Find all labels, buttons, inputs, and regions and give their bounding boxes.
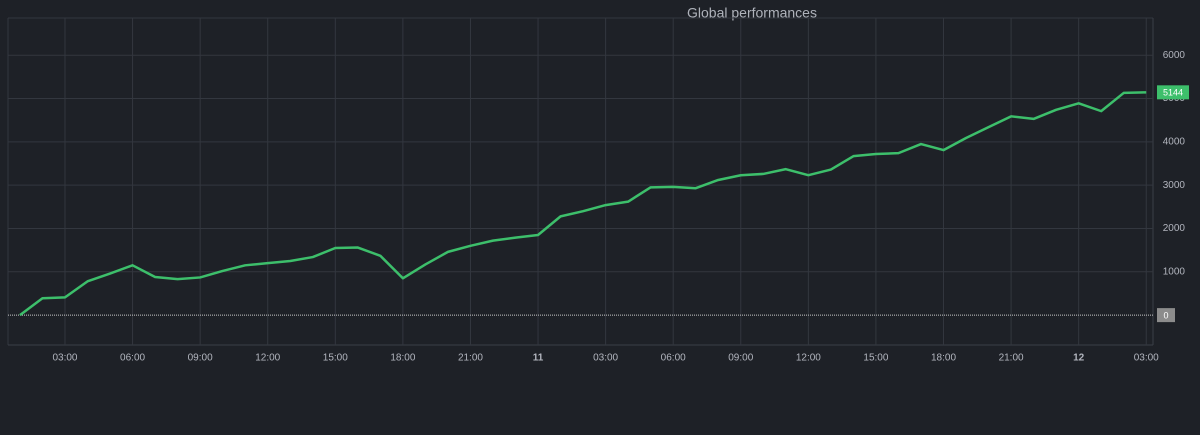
y-tick-label: 3000 xyxy=(1163,180,1186,191)
chart-title: Global performances xyxy=(687,5,817,21)
x-tick-label: 15:00 xyxy=(863,353,888,364)
y-tick-label: 2000 xyxy=(1163,223,1186,234)
x-tick-label: 18:00 xyxy=(390,353,415,364)
x-tick-label: 03:00 xyxy=(1134,353,1159,364)
x-tick-label: 03:00 xyxy=(52,353,77,364)
y-tick-label: 4000 xyxy=(1163,137,1186,148)
x-tick-label: 12:00 xyxy=(255,353,280,364)
last-value-label: 5144 xyxy=(1163,88,1183,98)
x-tick-label: 12 xyxy=(1073,353,1085,364)
y-tick-label: 0 xyxy=(1163,310,1168,320)
x-tick-label: 18:00 xyxy=(931,353,956,364)
x-tick-label: 21:00 xyxy=(999,353,1024,364)
x-tick-label: 09:00 xyxy=(188,353,213,364)
y-tick-label: 1000 xyxy=(1163,266,1186,277)
x-tick-label: 11 xyxy=(533,353,544,364)
x-tick-label: 12:00 xyxy=(796,353,821,364)
x-tick-label: 15:00 xyxy=(323,353,348,364)
x-tick-label: 09:00 xyxy=(728,353,753,364)
x-tick-label: 06:00 xyxy=(120,353,145,364)
x-tick-label: 06:00 xyxy=(661,353,686,364)
zero-label-box xyxy=(1157,308,1175,323)
x-tick-label: 03:00 xyxy=(593,353,618,364)
series-line xyxy=(19,91,1147,317)
last-value-box xyxy=(1157,85,1189,100)
x-tick-label: 21:00 xyxy=(458,353,483,364)
y-tick-label: 6000 xyxy=(1163,50,1186,61)
